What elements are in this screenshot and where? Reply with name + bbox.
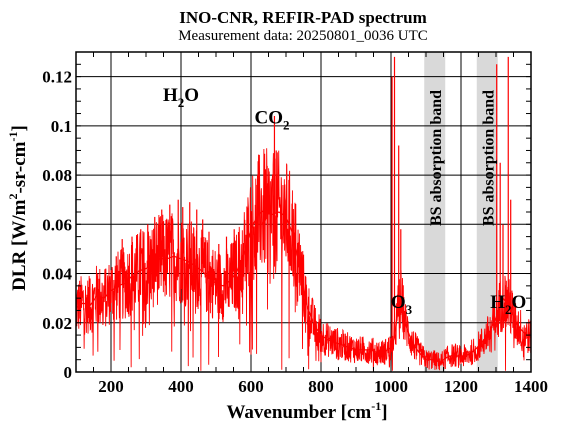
y-tick-label: 0.04: [42, 265, 72, 284]
y-tick-label: 0.06: [42, 215, 72, 234]
y-tick-label: 0.08: [42, 166, 72, 185]
absorption-band: [424, 52, 446, 372]
y-tick-label: 0.02: [42, 314, 72, 333]
absorption-band: [476, 52, 498, 372]
spectrum-line: [75, 148, 532, 371]
spectrum-envelope: [75, 208, 532, 363]
molecule-annotation: CO2: [255, 107, 290, 132]
y-tick-label: 0: [64, 363, 73, 382]
molecule-annotation: O3: [391, 292, 413, 317]
x-tick-label: 800: [308, 377, 334, 396]
plot-area: 200 400 600 800 1000 1200 1400 0 0.02 0.04 0.06 0.0…: [42, 51, 548, 396]
y-axis-label: DLR [W/m2-sr-cm-1]: [6, 125, 30, 291]
molecule-annotation: H2O: [490, 292, 526, 317]
molecule-annotation: H2O: [163, 85, 199, 110]
x-tick-label: 200: [98, 377, 124, 396]
y-tick-label: 0.1: [51, 117, 72, 136]
band-label: BS absorption band: [428, 90, 445, 226]
band-label: BS absorption band: [480, 90, 497, 226]
y-tick-label: 0.12: [42, 68, 72, 87]
x-tick-label: 600: [238, 377, 264, 396]
x-tick-label: 1000: [374, 377, 408, 396]
chart-title: INO-CNR, REFIR-PAD spectrum: [179, 8, 427, 27]
x-tick-label: 1200: [444, 377, 478, 396]
x-tick-label: 400: [168, 377, 194, 396]
x-tick-label: 1400: [514, 377, 548, 396]
chart-subtitle: Measurement data: 20250801_0036 UTC: [178, 28, 428, 44]
x-axis-label: Wavenumber [cm-1]: [226, 399, 387, 423]
plot-background: [76, 52, 531, 372]
